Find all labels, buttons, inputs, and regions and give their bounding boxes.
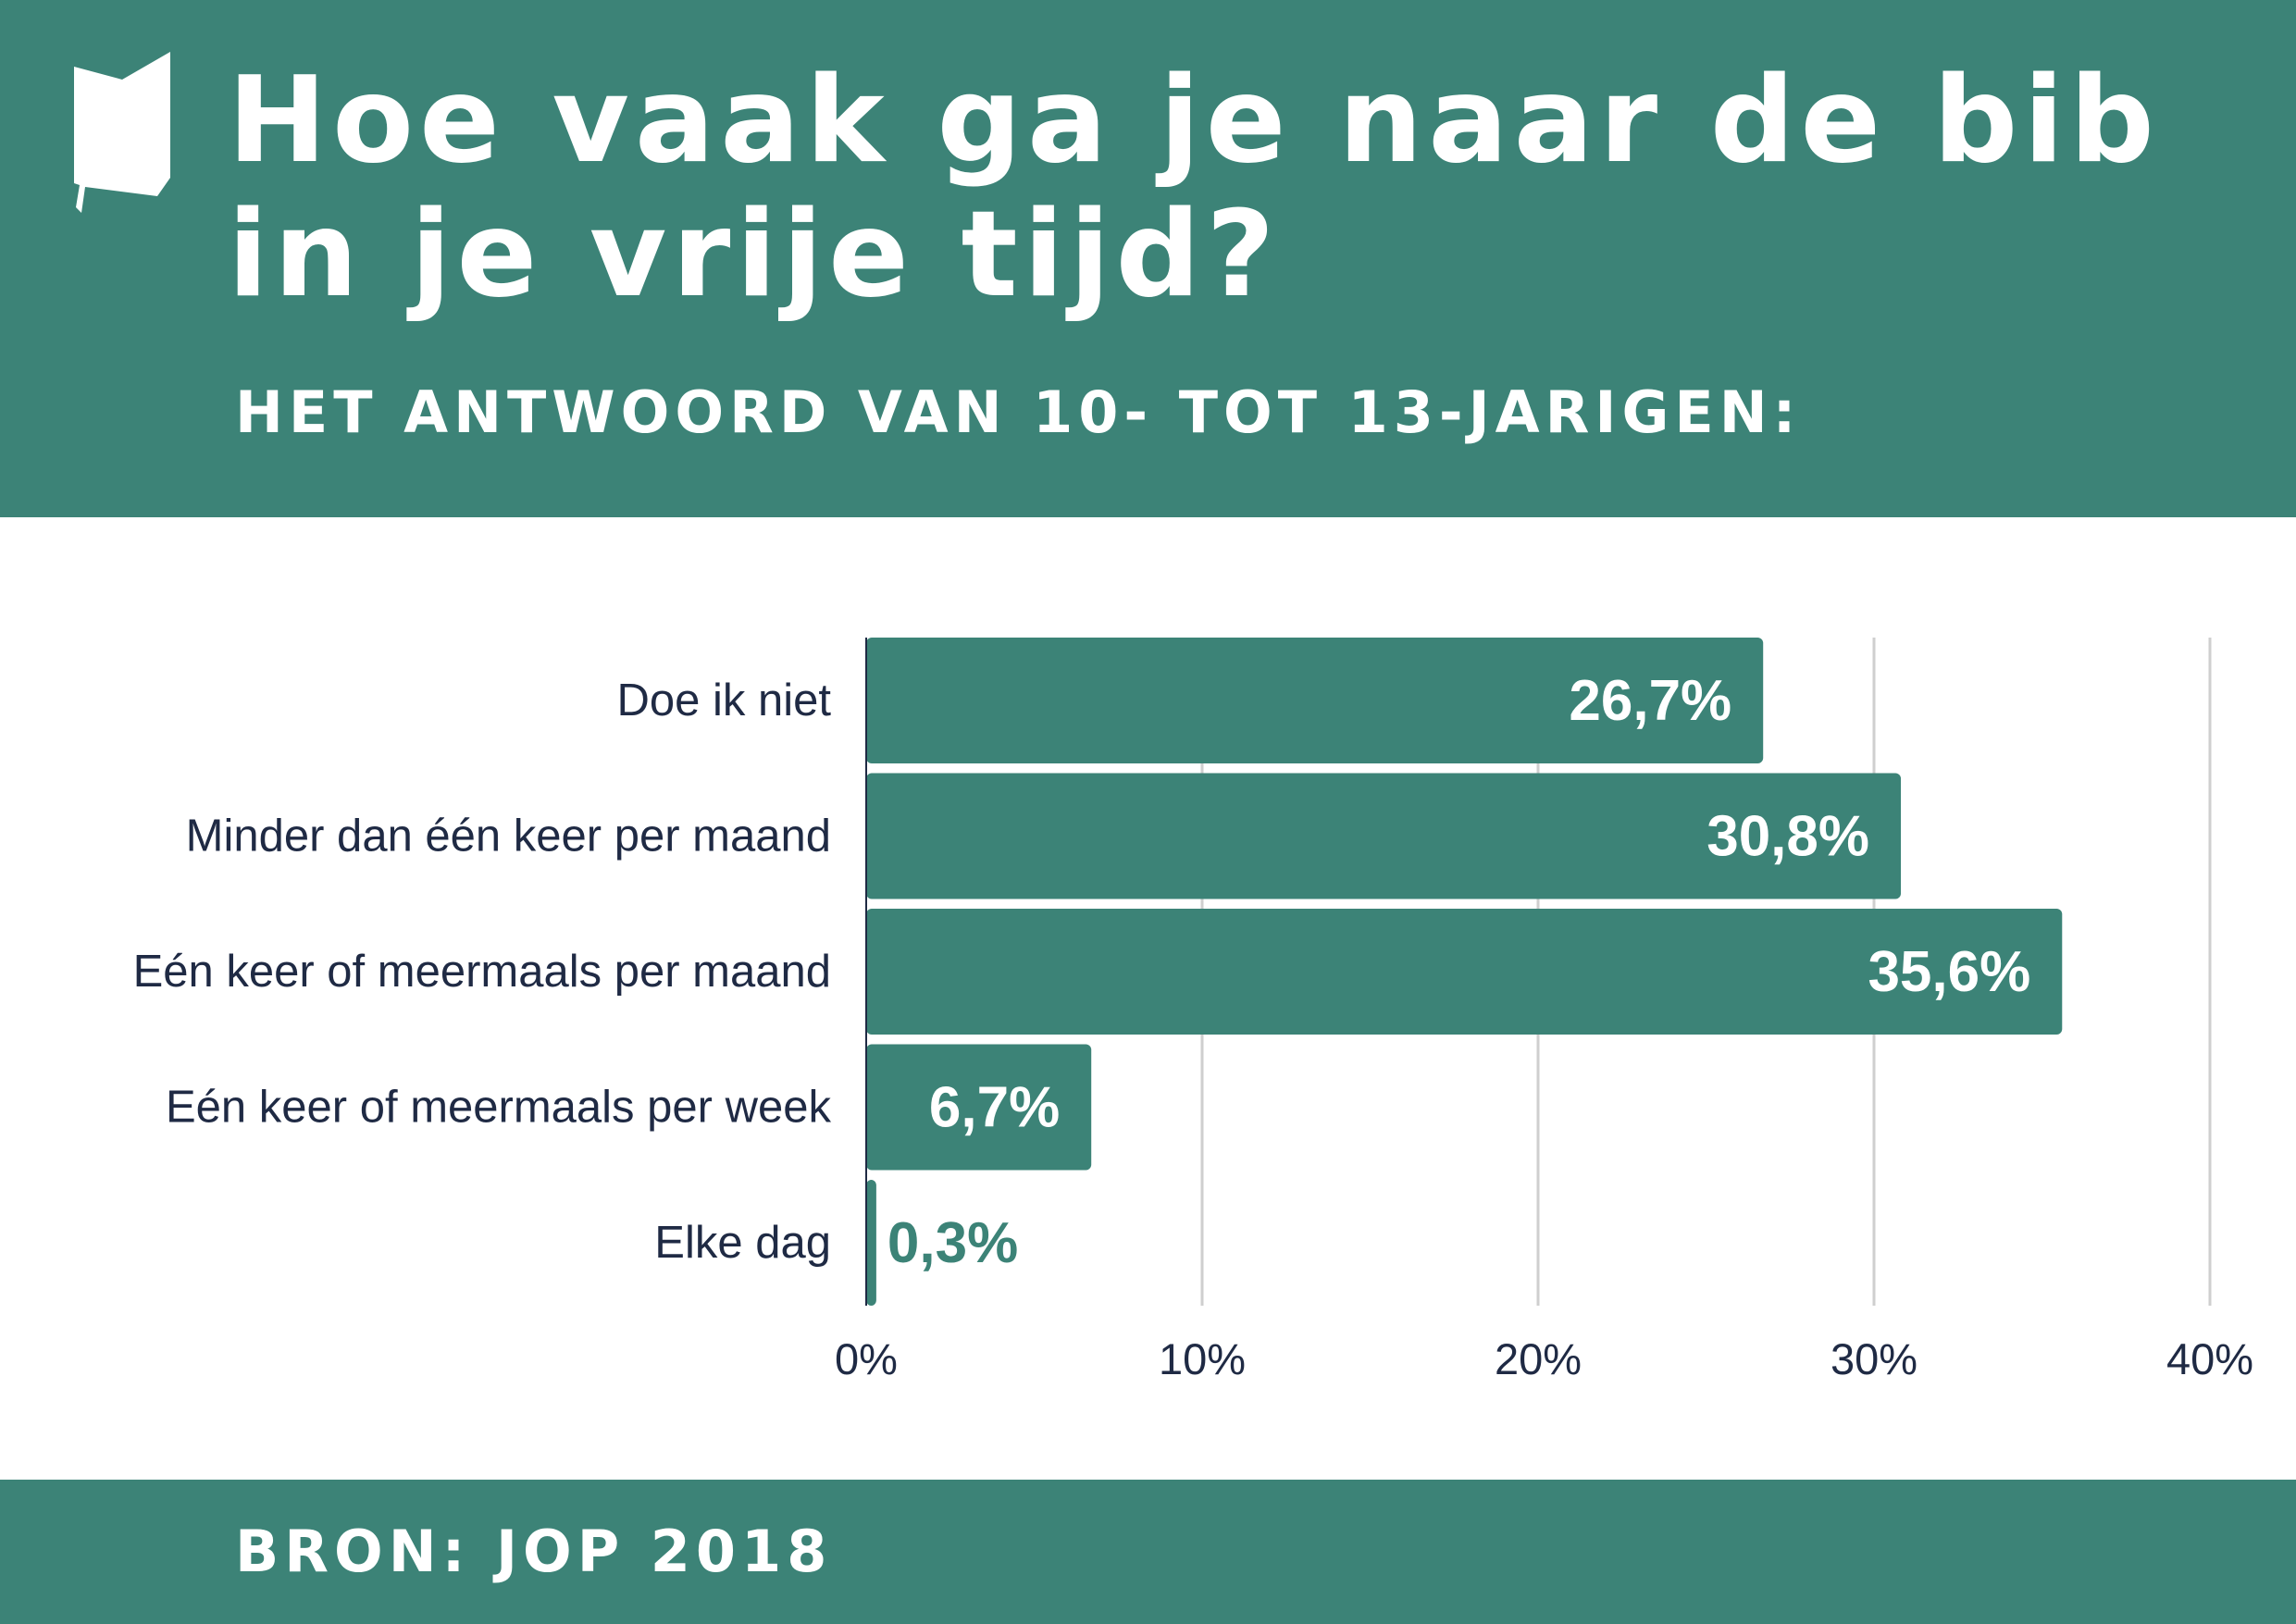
value-label-1: 30,8% — [1706, 805, 1869, 869]
x-tick-label-40: 40% — [2166, 1334, 2253, 1383]
category-label-1: Minder dan één keer per maand — [186, 812, 831, 862]
bar-chart: Doe ik niet 26,7% Minder dan één keer per … — [133, 638, 2253, 1383]
source-label: BRON: JOP 2018 — [235, 1518, 833, 1585]
category-label-4: Elke dag — [654, 1218, 831, 1268]
bar-2 — [866, 909, 2063, 1035]
value-label-0: 26,7% — [1569, 669, 1731, 733]
header-banner: Hoe vaak ga je naar de bib in je vrije t… — [0, 0, 2296, 517]
bar-4 — [866, 1180, 876, 1306]
x-tick-label-0: 0% — [835, 1334, 898, 1383]
bar-3 — [866, 1044, 1092, 1171]
bar-1 — [866, 773, 1902, 899]
x-tick-label-20: 20% — [1495, 1334, 1582, 1383]
value-label-4: 0,3% — [887, 1211, 1018, 1275]
category-label-3: Eén keer of meermaals per week — [166, 1083, 831, 1133]
footer-banner: BRON: JOP 2018 — [0, 1480, 2296, 1624]
page-title: Hoe vaak ga je naar de bib in je vrije t… — [228, 52, 2160, 324]
book-speech-bubble-icon — [74, 52, 170, 213]
x-tick-label-30: 30% — [1831, 1334, 1917, 1383]
x-tick-label-10: 10% — [1159, 1334, 1246, 1383]
bar-0 — [866, 638, 1764, 763]
value-label-2: 35,6% — [1868, 940, 2030, 1004]
category-label-2: Eén keer of meermaals per maand — [133, 947, 831, 997]
value-label-3: 6,7% — [929, 1076, 1060, 1140]
page-subtitle: HET ANTWOORD VAN 10- TOT 13-JARIGEN: — [235, 378, 1802, 446]
category-label-0: Doe ik niet — [616, 676, 831, 725]
